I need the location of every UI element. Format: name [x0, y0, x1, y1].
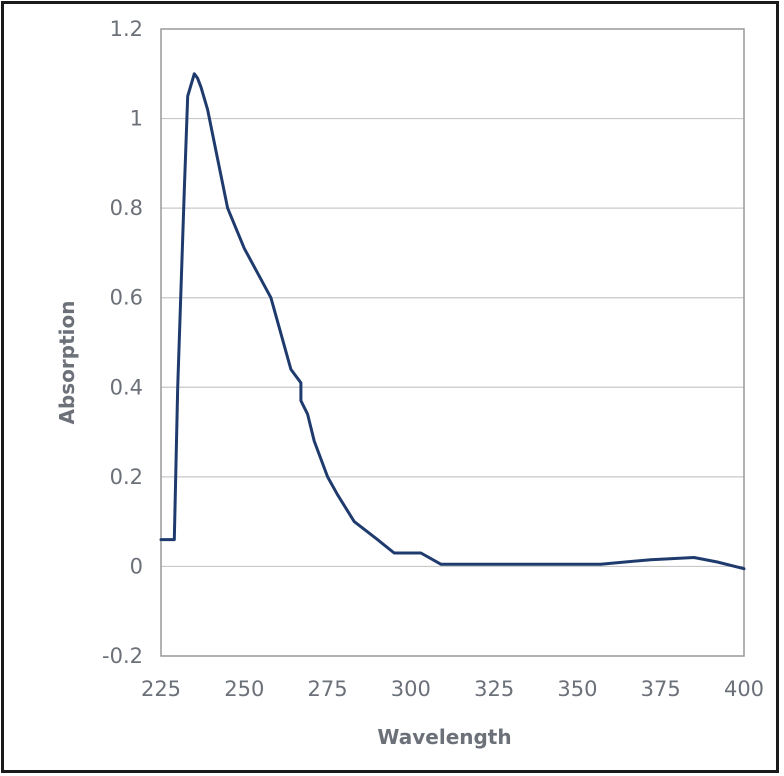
- grid-lines: [161, 117, 744, 568]
- y-tick-label: 0.2: [110, 465, 143, 489]
- x-tick-label: 375: [641, 677, 681, 701]
- x-tick-label: 250: [224, 677, 264, 701]
- y-axis-ticks: -0.2 0 0.2 0.4 0.6 0.8 1 1.2: [102, 17, 143, 668]
- absorption-chart: -0.2 0 0.2 0.4 0.6 0.8 1 1.2 225 250 275 300 325 350…: [55, 17, 764, 749]
- y-tick-label: 0.4: [110, 375, 143, 399]
- x-tick-label: 350: [557, 677, 597, 701]
- y-tick-label: 1: [130, 107, 143, 131]
- x-axis-ticks: 225 250 275 300 325 350 375 400: [141, 677, 764, 701]
- absorption-series-line: [159, 72, 746, 571]
- y-axis-title: Absorption: [55, 300, 79, 424]
- x-tick-label: 225: [141, 677, 181, 701]
- plot-area-border: [160, 28, 745, 657]
- y-tick-label: 1.2: [110, 17, 143, 41]
- y-tick-label: -0.2: [102, 644, 143, 668]
- y-tick-label: 0.6: [110, 286, 143, 310]
- x-tick-label: 400: [724, 677, 764, 701]
- x-tick-label: 275: [308, 677, 348, 701]
- y-tick-label: 0.8: [110, 196, 143, 220]
- x-axis-title: Wavelength: [377, 725, 511, 749]
- x-tick-label: 300: [391, 677, 431, 701]
- y-tick-label: 0: [130, 554, 143, 578]
- x-tick-label: 325: [474, 677, 514, 701]
